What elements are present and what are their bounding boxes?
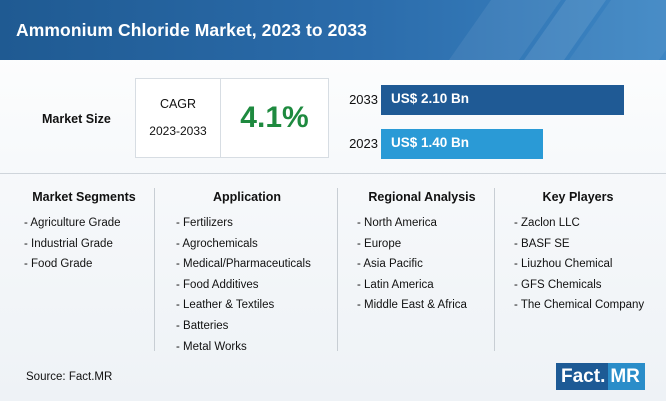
column-regional-analysis: Regional Analysis - North America - Europ…	[357, 190, 497, 356]
logo-left: Fact.	[556, 363, 609, 390]
column-market-segments: Market Segments - Agriculture Grade - Ind…	[24, 190, 144, 356]
bar-year-label: 2033	[349, 92, 378, 107]
cagr-period: 2023-2033	[149, 124, 207, 138]
source-note: Source: Fact.MR	[26, 371, 113, 383]
list-item: - Batteries	[176, 319, 229, 332]
list-item: - Europe	[357, 237, 402, 250]
column-title: Key Players	[542, 190, 614, 204]
cagr-label: CAGR	[159, 97, 197, 111]
market-size-label: Market Size	[42, 112, 111, 126]
section-divider	[0, 173, 666, 174]
column-title: Regional Analysis	[368, 190, 476, 204]
list-item: - Leather & Textiles	[176, 299, 275, 312]
list-item: - North America	[357, 217, 437, 229]
cagr-box: CAGR 2023-2033 4.1%	[135, 78, 329, 158]
column-title: Market Segments	[32, 190, 136, 204]
header-banner: Ammonium Chloride Market, 2023 to 2033	[0, 0, 666, 60]
column-separator	[337, 188, 338, 351]
list-item: - The Chemical Company	[514, 299, 645, 312]
list-item: - Industrial Grade	[24, 237, 113, 250]
column-list: - Fertilizers - Agrochemicals - Medical/Ph…	[176, 213, 326, 357]
column-separator	[154, 188, 155, 351]
list-item: - Food Grade	[24, 258, 93, 271]
list-item: - Latin America	[357, 278, 434, 291]
factmr-logo: Fact. MR	[556, 363, 645, 390]
column-title: Application	[212, 190, 282, 204]
logo-right: MR	[608, 363, 645, 390]
column-list: - Zaclon LLC - BASF SE - Liuzhou Chemical -…	[514, 213, 654, 316]
bar-year-label: 2023	[349, 136, 378, 151]
column-application: Application - Fertilizers - Agrochemicals…	[176, 190, 326, 356]
column-key-players: Key Players - Zaclon LLC - BASF SE - Liuzh…	[514, 190, 654, 356]
list-item: - GFS Chemicals	[514, 278, 602, 291]
page-title: Ammonium Chloride Market, 2023 to 2033	[16, 20, 367, 40]
bar: US$ 1.40 Bn	[381, 129, 543, 159]
list-item: - Medical/Pharmaceuticals	[176, 258, 311, 271]
list-item: - Middle East & Africa	[357, 299, 467, 312]
list-item: - BASF SE	[514, 237, 570, 250]
list-item: - Asia Pacific	[357, 258, 423, 271]
column-separator	[494, 188, 495, 351]
list-item: - Liuzhou Chemical	[514, 258, 613, 271]
list-item: - Agrochemicals	[176, 237, 258, 250]
bar-value-label: US$ 2.10 Bn	[391, 91, 470, 106]
cagr-divider	[220, 79, 221, 157]
column-list: - North America - Europe - Asia Pacific - L…	[357, 213, 497, 316]
list-item: - Metal Works	[176, 340, 247, 353]
bar: US$ 2.10 Bn	[381, 85, 624, 115]
market-size-bar-chart: 2033 US$ 2.10 Bn 2023 US$ 1.40 Bn	[340, 80, 640, 162]
column-list: - Agriculture Grade - Industrial Grade - F…	[24, 213, 144, 275]
list-item: - Zaclon LLC	[514, 217, 580, 229]
list-item: - Fertilizers	[176, 217, 233, 229]
list-item: - Food Additives	[176, 278, 259, 291]
bar-value-label: US$ 1.40 Bn	[391, 135, 470, 150]
list-item: - Agriculture Grade	[24, 217, 121, 229]
cagr-value: 4.1%	[240, 101, 309, 134]
